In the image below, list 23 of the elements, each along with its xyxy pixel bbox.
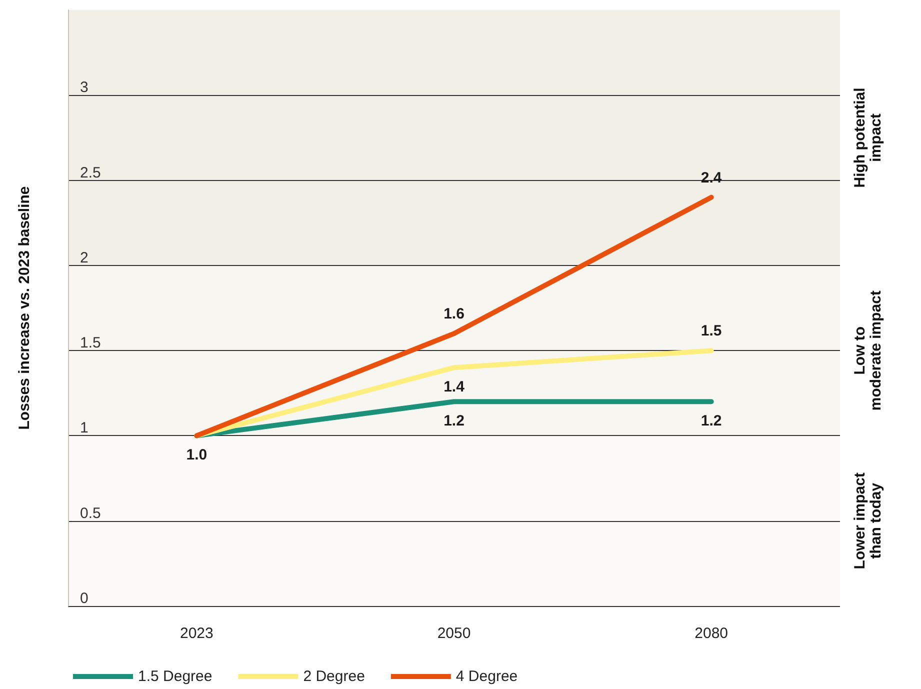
x-tick-label: 2080 [694,625,728,642]
y-tick-label: 2 [80,249,88,266]
y-tick-label: 0 [80,590,88,607]
data-label: 1.0 [186,446,208,464]
y-tick-label: 1.5 [80,334,101,352]
y-tick-label: 0.5 [80,504,101,522]
y-tick-label: 3 [80,79,88,96]
legend-label: 2 Degree [303,668,365,685]
band-label: Lower impact than today [852,472,884,570]
data-label: 1.2 [700,412,722,430]
data-label: 1.2 [444,412,464,430]
legend-label: 4 Degree [456,668,518,685]
legend-label: 1.5 Degree [138,668,212,685]
x-tick-label: 2050 [437,625,471,642]
x-tick-label: 2023 [180,625,214,642]
band-label: Low to moderate impact [852,290,884,411]
y-tick-label: 1 [80,420,88,437]
band-label: High potential impact [852,88,884,188]
y-tick-label: 2.5 [80,164,101,182]
y-axis-title: Losses increase vs. 2023 baseline [16,186,33,430]
data-label: 1.6 [444,306,464,323]
data-label: 1.5 [700,322,722,340]
data-label: 1.4 [444,378,466,396]
